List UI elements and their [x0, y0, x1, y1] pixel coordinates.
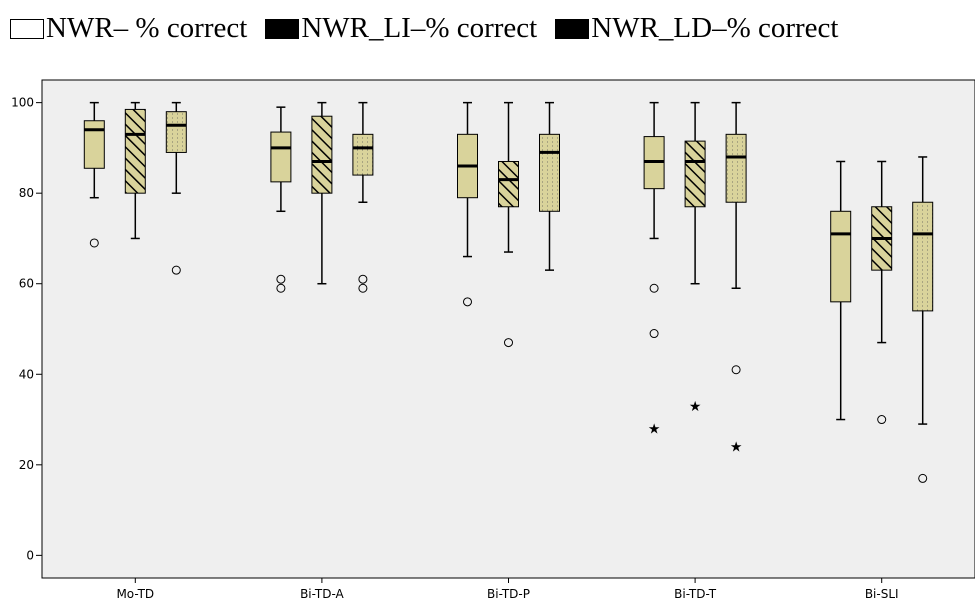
legend-swatch-nwr: [10, 18, 44, 39]
box-1-0: [270, 106, 292, 293]
box-1-2: [352, 101, 374, 293]
legend-swatch-nwr-li: [265, 18, 300, 39]
y-tick-label-60: 60: [19, 277, 34, 291]
box-body: [352, 133, 374, 176]
legend-label-nwr-ld: NWR_LD–% correct: [591, 11, 839, 44]
box-0-2: [165, 101, 187, 275]
x-tick-label-1: Bi-TD-A: [300, 587, 344, 601]
x-tick-label-0: Mo-TD: [116, 587, 154, 601]
legend-swatch-nwr-ld: [555, 18, 590, 39]
box-0-0: [83, 101, 105, 248]
box-2-1: [498, 101, 519, 348]
legend-item-nwr: NWR– % correct: [10, 11, 248, 44]
outlier-point: [649, 329, 659, 339]
box-4-2: [912, 156, 934, 483]
outlier-point: [358, 274, 368, 284]
outlier-point: [276, 283, 286, 293]
box-4-1: [871, 160, 893, 425]
extreme-point: ★: [689, 399, 702, 415]
outlier-point: [918, 473, 928, 483]
legend-item-nwr-ld: NWR_LD–% correct: [555, 11, 839, 44]
box-body: [830, 210, 852, 303]
legend: NWR– % correct NWR_LI–% correct NWR_LD–%…: [10, 8, 856, 48]
legend-label-nwr: NWR– % correct: [46, 11, 248, 44]
box-4-0: [830, 160, 852, 421]
extreme-point: ★: [730, 440, 743, 456]
box-1-1: [311, 101, 333, 285]
box-2-2: [539, 101, 560, 271]
outlier-point: [504, 338, 513, 348]
box-body: [165, 111, 187, 153]
box-body: [83, 120, 105, 169]
box-2-0: [457, 101, 478, 307]
legend-item-nwr-li: NWR_LI–% correct: [265, 11, 538, 44]
y-tick-label-0: 0: [26, 548, 34, 562]
box-body: [725, 133, 747, 203]
box-0-1: [124, 101, 146, 240]
box-body: [498, 160, 519, 208]
y-tick-label-20: 20: [19, 458, 34, 472]
outlier-point: [877, 415, 887, 425]
outlier-point: [89, 238, 99, 248]
outlier-point: [358, 283, 368, 293]
y-tick-label-100: 100: [11, 96, 34, 110]
x-tick-label-3: Bi-TD-T: [674, 587, 717, 601]
extreme-point: ★: [648, 422, 661, 438]
outlier-point: [276, 274, 286, 284]
x-tick-label-2: Bi-TD-P: [487, 587, 530, 601]
box-body: [124, 108, 146, 194]
y-tick-label-80: 80: [19, 186, 34, 200]
outlier-point: [731, 365, 741, 375]
outlier-point: [171, 265, 181, 275]
box-body: [311, 115, 333, 194]
outlier-point: [649, 283, 659, 293]
legend-label-nwr-li: NWR_LI–% correct: [301, 11, 538, 44]
box-body: [270, 131, 292, 183]
box-body: [539, 133, 560, 212]
box-3-0: ★: [643, 101, 665, 438]
y-tick-label-40: 40: [19, 367, 34, 381]
box-3-1: ★: [684, 101, 706, 415]
box-body: [684, 140, 706, 208]
box-3-2: ★: [725, 101, 747, 456]
outlier-point: [463, 297, 472, 307]
box-body: [912, 201, 934, 312]
x-tick-label-4: Bi-SLI: [865, 587, 899, 601]
